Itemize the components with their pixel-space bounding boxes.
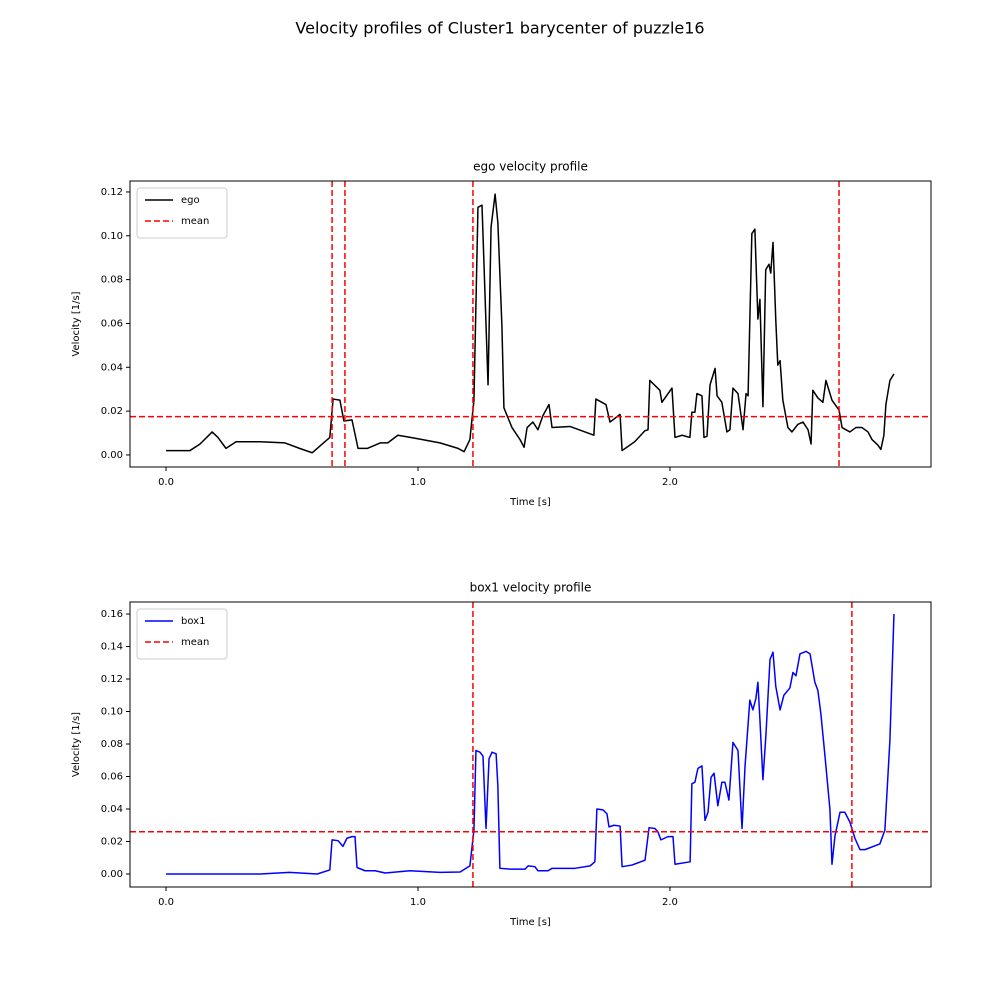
y-tick-label: 0.00: [101, 869, 123, 880]
x-tick-label: 1.0: [410, 897, 426, 908]
x-tick-label: 2.0: [662, 477, 678, 488]
y-tick-label: 0.04: [101, 362, 123, 373]
y-tick-label: 0.12: [101, 674, 123, 685]
figure-title: Velocity profiles of Cluster1 barycenter…: [295, 19, 704, 38]
legend-label: mean: [181, 637, 209, 648]
y-axis-label: Velocity [1/s]: [71, 712, 82, 777]
y-tick-label: 0.04: [101, 804, 123, 815]
y-tick-label: 0.06: [101, 318, 123, 329]
legend-label: ego: [181, 195, 200, 206]
x-tick-label: 0.0: [158, 897, 174, 908]
y-axis-label: Velocity [1/s]: [71, 291, 82, 356]
x-tick-label: 1.0: [410, 477, 426, 488]
axes-frame: [129, 180, 932, 468]
x-axis-label: Time [s]: [509, 917, 551, 928]
data-line: [166, 614, 895, 875]
x-tick-label: 2.0: [662, 897, 678, 908]
y-tick-label: 0.02: [101, 406, 123, 417]
y-tick-label: 0.16: [101, 609, 123, 620]
y-tick-label: 0.08: [101, 739, 123, 750]
y-tick-label: 0.10: [101, 707, 123, 718]
x-tick-label: 0.0: [158, 477, 174, 488]
y-tick-label: 0.12: [101, 187, 123, 198]
y-tick-label: 0.14: [101, 642, 123, 653]
y-tick-label: 0.08: [101, 275, 123, 286]
axes-title: box1 velocity profile: [470, 581, 592, 595]
y-tick-label: 0.02: [101, 837, 123, 848]
x-axis-label: Time [s]: [509, 497, 551, 508]
data-line: [166, 193, 895, 454]
plot-area: [130, 602, 931, 887]
plot-area: [130, 181, 931, 467]
y-tick-label: 0.06: [101, 772, 123, 783]
axes-title: ego velocity profile: [473, 160, 588, 174]
y-tick-label: 0.00: [101, 450, 123, 461]
legend-label: mean: [181, 216, 209, 227]
legend-label: box1: [181, 616, 205, 627]
y-tick-label: 0.10: [101, 231, 123, 242]
